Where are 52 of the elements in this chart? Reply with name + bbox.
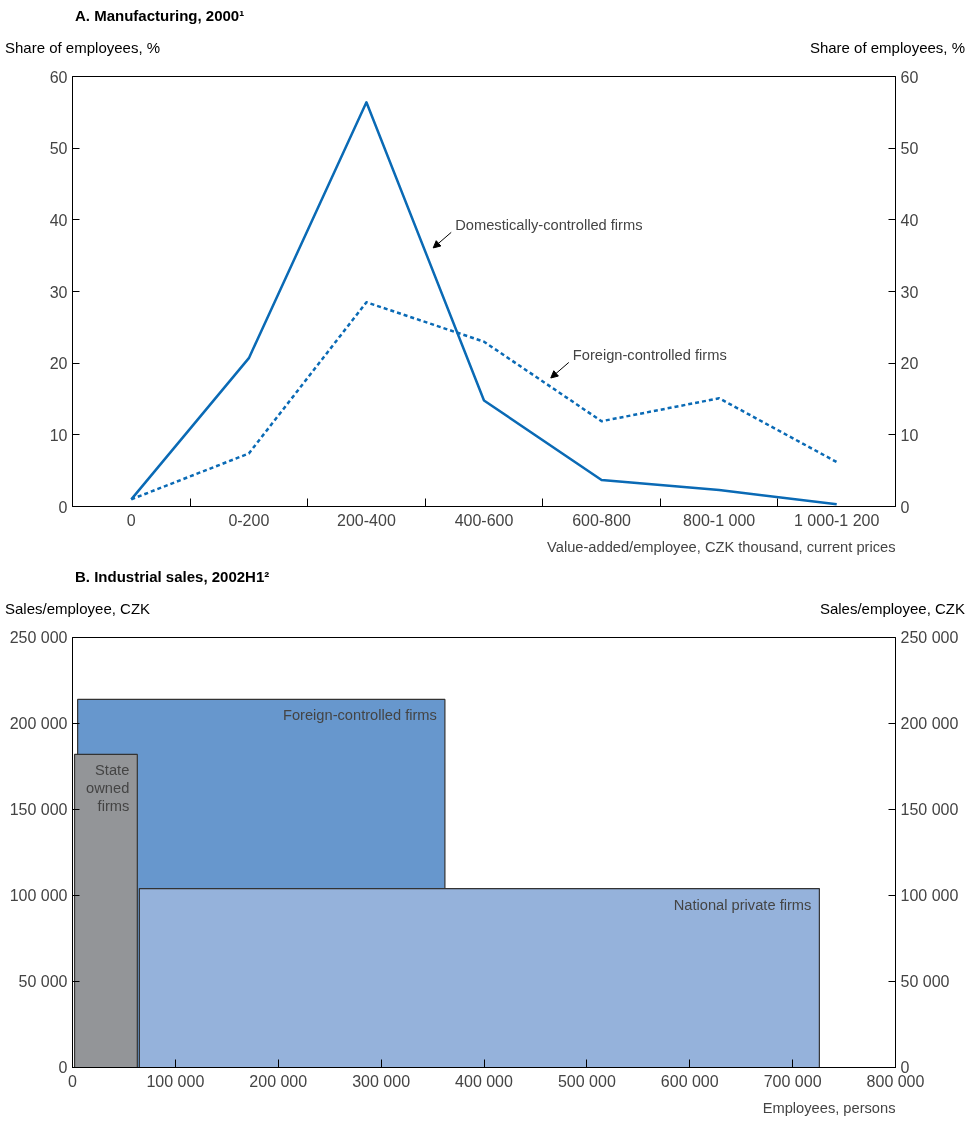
chart-title: A. Manufacturing, 2000¹ — [74, 6, 245, 26]
x-tick-label: 0 — [126, 511, 136, 529]
series-label: National private firms — [673, 896, 812, 913]
y2-tick-label: 60 — [900, 68, 919, 86]
y2-tick-label: 150 000 — [900, 801, 959, 818]
y2-tick-label: 40 — [900, 211, 919, 229]
x-tick-label: 300 000 — [352, 1072, 411, 1090]
y2-tick-label: 30 — [900, 283, 919, 301]
y-tick-label: 0 — [58, 498, 68, 516]
y-tick-label: 50 000 — [18, 973, 68, 990]
x-tick-label: 100 000 — [146, 1072, 205, 1090]
x-tick-label: 500 000 — [557, 1072, 616, 1090]
x-tick-label: 200-400 — [337, 511, 396, 529]
y-tick-label: 60 — [49, 68, 68, 86]
y-tick-label: 10 — [49, 426, 68, 444]
y-tick-label: 20 — [49, 355, 68, 373]
chart-title: B. Industrial sales, 2002H1² — [74, 567, 270, 587]
x-tick-label: 600 000 — [660, 1072, 719, 1090]
y-axis-title: Sales/employee, CZK — [5, 599, 151, 619]
x-tick-label: 800-1 000 — [683, 511, 756, 529]
y2-tick-label: 50 — [900, 140, 919, 158]
y-axis-title: Share of employees, % — [5, 38, 161, 58]
series-label: Foreign-controlled firms — [282, 707, 437, 724]
x-tick-label: 1 000-1 200 — [794, 511, 880, 529]
y-tick-label: 50 — [49, 140, 68, 158]
y2-tick-label: 200 000 — [900, 715, 959, 732]
x-axis-title: Value-added/employee, CZK thousand, current prices — [547, 538, 896, 555]
y-tick-label: 40 — [49, 211, 68, 229]
x-tick-label: 0-200 — [228, 511, 270, 529]
y-tick-label: 30 — [49, 283, 68, 301]
y-tick-label: 200 000 — [9, 715, 68, 732]
y2-axis-title: Sales/employee, CZK — [819, 599, 965, 619]
y-tick-label: 0 — [58, 1059, 68, 1076]
text: Domestically-controlled firms — [455, 217, 643, 234]
series-label: State owned firms — [86, 762, 130, 814]
y-tick-label: 150 000 — [9, 801, 68, 818]
y2-tick-label: 0 — [900, 498, 910, 516]
y2-tick-label: 50 000 — [900, 973, 950, 990]
x-tick-label: 400-600 — [454, 511, 514, 529]
y2-tick-label: 20 — [900, 355, 919, 373]
x-tick-label: 600-800 — [572, 511, 632, 529]
x-axis-title: Employees, persons — [762, 1099, 896, 1116]
x-tick-label: 400 000 — [455, 1072, 514, 1090]
text: Foreign-controlled firms — [572, 347, 727, 364]
y2-tick-label: 250 000 — [900, 629, 959, 646]
x-tick-label: 700 000 — [763, 1072, 822, 1090]
y2-tick-label: 10 — [900, 426, 919, 444]
x-tick-label: 200 000 — [249, 1072, 308, 1090]
y2-axis-title: Share of employees, % — [809, 38, 965, 58]
y-tick-label: 100 000 — [9, 887, 68, 904]
y-tick-label: 250 000 — [9, 629, 68, 646]
y2-tick-label: 100 000 — [900, 887, 959, 904]
